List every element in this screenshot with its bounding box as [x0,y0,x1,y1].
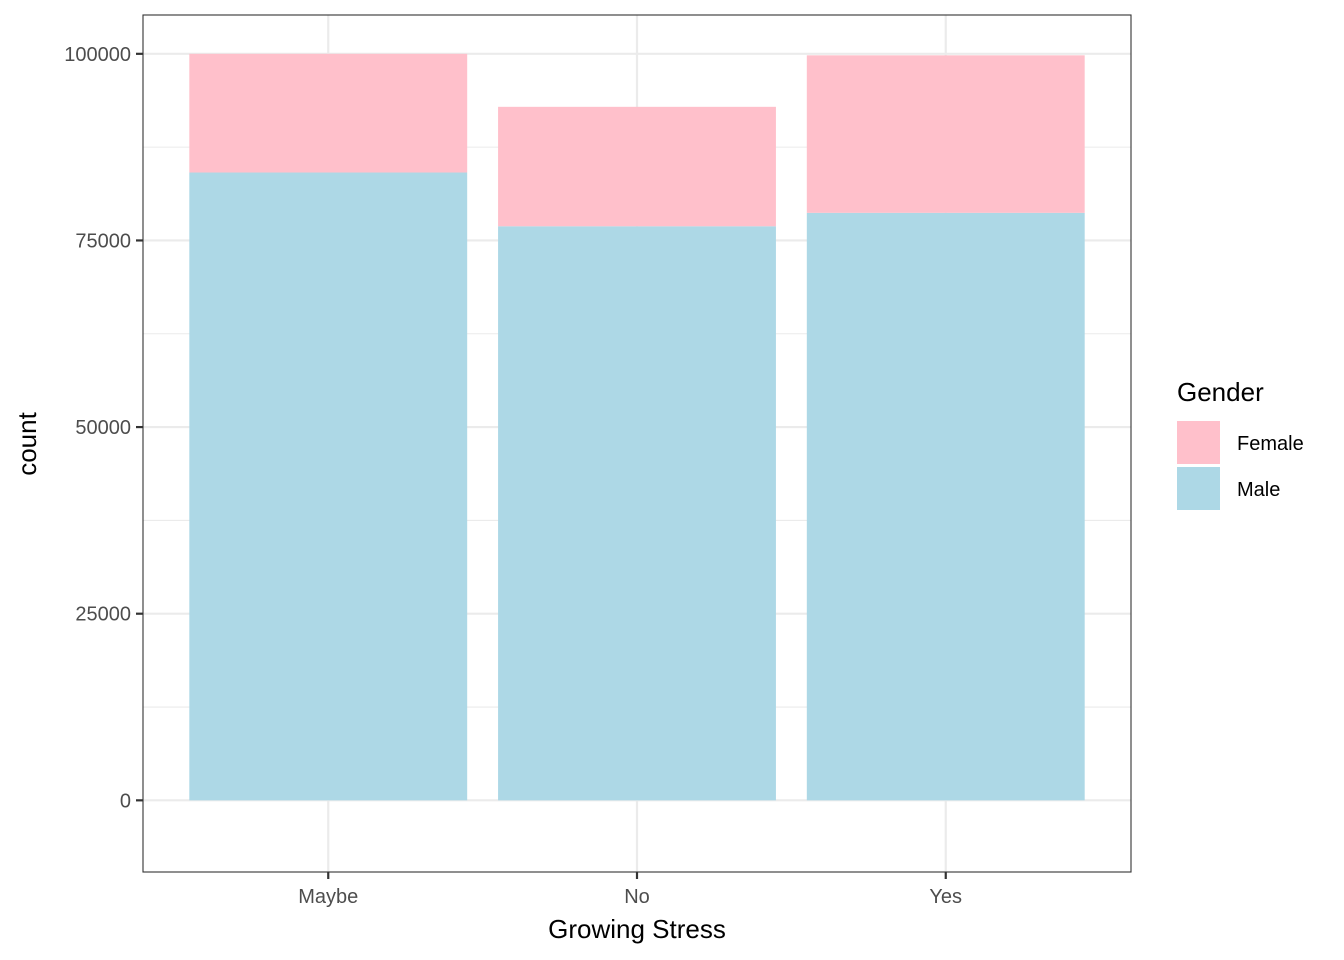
bar-no-female [498,106,776,227]
y-tick-label: 0 [120,790,131,812]
bar-no-male [498,226,776,801]
legend-swatch-male [1177,467,1220,510]
bars [189,53,1085,801]
y-tick-label: 100000 [64,44,131,66]
legend-title: Gender [1177,377,1264,407]
bar-yes-female [806,55,1085,213]
bar-maybe-female [189,53,468,173]
bar-maybe-male [189,172,468,801]
x-axis-title: Growing Stress [548,914,726,944]
legend-swatch-female [1177,421,1220,464]
bar-yes-male [806,212,1085,801]
x-tick-label: Yes [929,886,962,908]
x-axis: Maybe No Yes [298,872,962,908]
y-axis-title: count [12,411,42,475]
y-tick-label: 75000 [75,230,131,252]
legend-label-female: Female [1237,433,1304,455]
x-tick-label: No [624,886,650,908]
legend: Gender Female Male [1177,377,1304,510]
y-tick-label: 25000 [75,604,131,626]
x-tick-label: Maybe [298,886,358,908]
y-axis: 0 25000 50000 75000 100000 [64,44,143,812]
legend-label-male: Male [1237,479,1280,501]
y-tick-label: 50000 [75,417,131,439]
